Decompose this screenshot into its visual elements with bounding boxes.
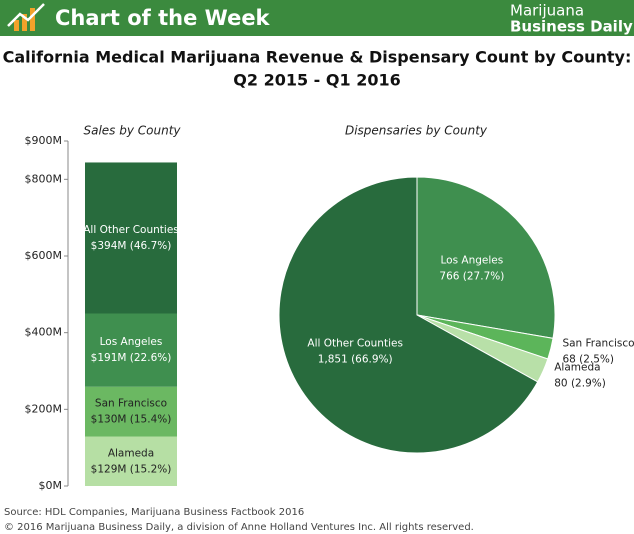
slice-label: San Francisco <box>562 338 634 350</box>
y-tick-label: $900M <box>25 134 63 147</box>
pie-slice <box>278 176 539 454</box>
bar-segment <box>85 162 177 314</box>
slice-label: Los Angeles <box>441 255 504 267</box>
bar-segment <box>85 386 177 437</box>
slice-label: Alameda <box>554 362 600 374</box>
segment-label: Los Angeles <box>100 336 163 348</box>
title: California Medical Marijuana Revenue & D… <box>3 48 632 67</box>
y-tick-label: $800M <box>25 172 63 185</box>
y-tick-label: $400M <box>25 326 63 339</box>
brand: Marijuana <box>510 2 584 20</box>
segment-label: San Francisco <box>95 398 167 410</box>
pie-slice <box>416 176 556 339</box>
header-bar <box>0 0 634 36</box>
segment-value-label: $191M (22.6%) <box>91 352 172 364</box>
copyright: © 2016 Marijuana Business Daily, a divis… <box>4 522 474 533</box>
segment-value-label: $130M (15.4%) <box>91 414 172 426</box>
segment-value-label: $394M (46.7%) <box>91 240 172 252</box>
segment-label: Alameda <box>108 447 154 459</box>
slice-label: All Other Counties <box>307 337 403 349</box>
chart-subtitle: Dispensaries by County <box>345 124 488 138</box>
bar-segment <box>85 313 177 387</box>
logo-icon <box>7 3 45 31</box>
chart-subtitle: Sales by County <box>83 124 181 138</box>
slice-value-label: 1,851 (66.9%) <box>318 353 393 365</box>
y-tick-label: $0M <box>39 479 63 492</box>
y-tick-label: $600M <box>25 249 63 262</box>
segment-value-label: $129M (15.2%) <box>91 463 172 475</box>
header-title: Chart of the Week <box>55 6 271 30</box>
slice-value-label: 766 (27.7%) <box>439 271 504 283</box>
slice-value-label: 68 (2.5%) <box>562 354 614 366</box>
slice-value-label: 80 (2.9%) <box>554 378 606 390</box>
segment-label: All Other Counties <box>83 224 179 236</box>
brand: Business Daily <box>510 18 633 36</box>
bar-segment <box>85 436 177 486</box>
y-tick-label: $200M <box>25 402 63 415</box>
source: Source: HDL Companies, Marijuana Busines… <box>4 507 304 518</box>
title: Q2 2015 - Q1 2016 <box>233 71 400 90</box>
